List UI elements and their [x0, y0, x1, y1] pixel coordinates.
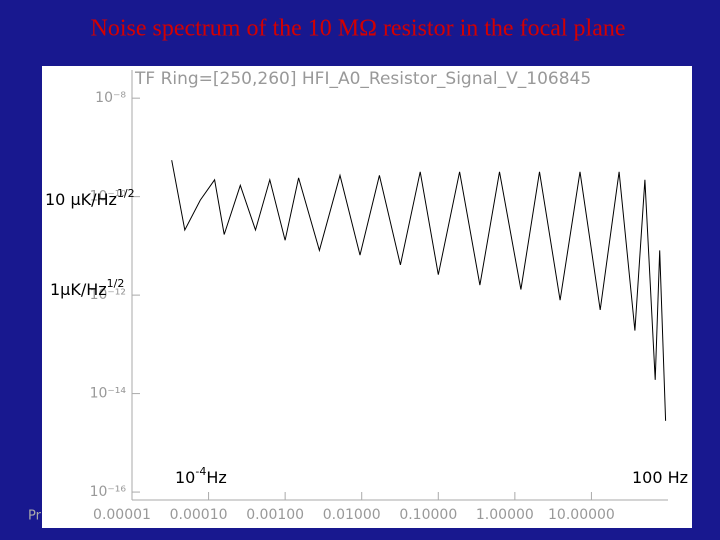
footer: Pr [28, 509, 42, 524]
y-tick-label: 10⁻⁸ [95, 90, 126, 106]
annotation-text: 10 [175, 468, 195, 487]
slide-title: Noise spectrum of the 10 MΩ resistor in … [90, 16, 625, 42]
plot-title: TF Ring=[250,260] HFI_A0_Resistor_Signal… [134, 69, 591, 89]
y-tick-label: 10⁻¹² [90, 287, 126, 303]
annotation: 1µK/Hz1/2 [50, 277, 124, 299]
annotation-text: 100 Hz [632, 468, 688, 487]
annotation-text: 1µK/Hz [50, 280, 107, 299]
spectrum-line [171, 160, 667, 421]
annotation-after: Hz [206, 468, 226, 487]
annotation: 10-4Hz [175, 465, 227, 487]
x-tick-label: 0.01000 [323, 507, 381, 523]
y-tick-label: 10⁻¹⁶ [90, 484, 127, 500]
annotation-text: 10 µK/Hz [45, 190, 117, 209]
x-tick-label: 0.00010 [170, 507, 228, 523]
y-tick-label: 10⁻¹⁰ [90, 189, 127, 205]
x-tick-label: 1.00000 [476, 507, 534, 523]
plot-panel [42, 66, 692, 528]
annotation: 10 µK/Hz1/2 [45, 187, 135, 209]
annotation-sup: 1/2 [117, 187, 135, 200]
annotation-sup: 1/2 [107, 277, 125, 290]
y-tick-label: 10⁻¹⁴ [90, 386, 127, 402]
annotation-sup: -4 [195, 465, 206, 478]
x-tick-label: 0.10000 [399, 507, 457, 523]
x-tick-label: 0.00001 [93, 507, 151, 523]
x-tick-label: 0.00100 [246, 507, 304, 523]
x-tick-label: 10.00000 [548, 507, 615, 523]
annotation: 100 Hz [632, 468, 688, 487]
